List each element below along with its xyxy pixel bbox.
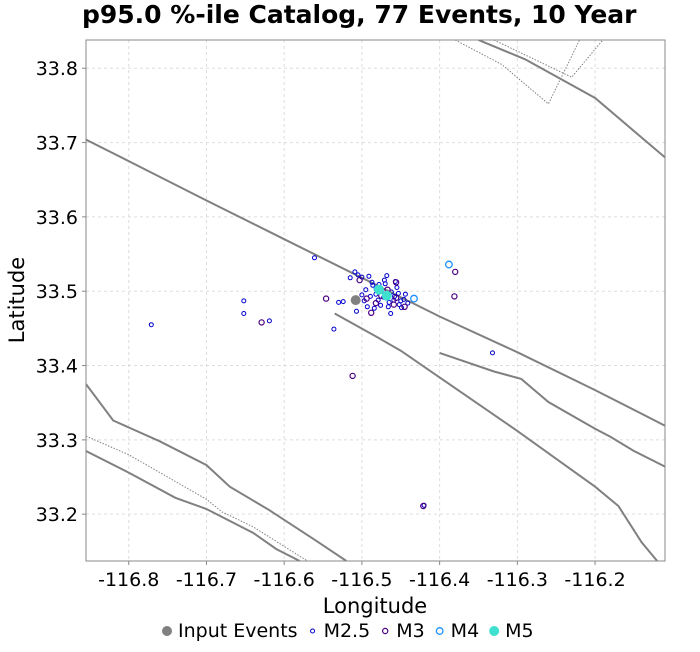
legend-entry: M5 — [505, 620, 533, 642]
m2-5-point — [364, 304, 370, 310]
legend-marker — [489, 626, 500, 636]
m2-5-point — [490, 350, 495, 356]
x-tick-label: -116.3 — [487, 569, 548, 591]
x-tick-label: -116.7 — [176, 569, 237, 591]
m2-5-point — [369, 279, 375, 285]
m2-5-point — [395, 290, 401, 296]
y-axis-ticks: 33.2 33.3 33.4 33.5 33.6 33.7 33.8 — [36, 58, 86, 526]
m2-5-point — [336, 299, 342, 305]
m2-5-point — [394, 285, 400, 290]
fault-line — [86, 138, 665, 427]
legend-entry: M2.5 — [324, 620, 371, 642]
m2-5-point — [352, 269, 358, 275]
chart-title: p95.0 %-ile Catalog, 77 Events, 10 Year — [82, 0, 637, 29]
x-tick-label: -116.4 — [409, 569, 470, 591]
y-tick-label: 33.8 — [36, 58, 78, 80]
fault-line — [86, 435, 308, 561]
m3-point — [390, 301, 397, 308]
x-tick-label: -116.5 — [331, 569, 392, 591]
m5-point — [381, 290, 392, 301]
m3-point — [452, 268, 459, 276]
m3-point — [363, 295, 370, 302]
fault-lines — [86, 40, 665, 561]
m2-5-point — [384, 273, 390, 279]
m3-point — [372, 299, 380, 307]
m2-5-point — [354, 308, 359, 314]
m5-point — [374, 284, 384, 295]
fault-line — [86, 383, 347, 561]
m2-5-point — [385, 304, 391, 310]
legend-marker — [310, 628, 316, 634]
m2-5-point — [378, 302, 384, 308]
m2-5-point — [405, 300, 411, 306]
m2-5-point — [366, 273, 372, 279]
y-tick-label: 33.2 — [36, 504, 78, 526]
m2-5-point — [355, 272, 361, 278]
m2-5-point — [388, 311, 394, 316]
legend-entry: M3 — [396, 620, 424, 642]
fault-line — [493, 40, 604, 78]
m2-5-point — [266, 318, 272, 324]
legend-marker — [162, 626, 172, 636]
legend-marker — [435, 627, 444, 635]
y-tick-label: 33.7 — [36, 133, 78, 155]
m2-5-point — [371, 305, 377, 311]
plot-frame — [85, 39, 666, 562]
m2-5-point — [402, 291, 408, 297]
m2-5-point — [398, 298, 404, 304]
x-tick-label: -116.8 — [98, 569, 159, 591]
x-tick-label: -116.6 — [254, 569, 315, 591]
m3-point — [322, 295, 330, 302]
m2-5-point — [340, 299, 346, 305]
m2-5-point — [370, 282, 376, 288]
m3-point — [258, 319, 265, 326]
m4-point — [410, 294, 418, 303]
m2-5-point — [399, 305, 404, 311]
legend: Input Events M2.5 M3 M4 M5 — [162, 620, 534, 642]
x-axis-label: Longitude — [323, 594, 427, 618]
m3-point — [368, 309, 375, 316]
input-event-point — [350, 295, 361, 306]
legend-entry: M4 — [451, 620, 479, 642]
data-points — [148, 255, 495, 510]
m2-5-point — [359, 292, 365, 298]
m2-5-point — [381, 277, 387, 283]
fault-line — [439, 351, 665, 468]
fault-line — [86, 450, 301, 561]
m3-point — [392, 279, 400, 286]
y-tick-label: 33.4 — [36, 356, 78, 378]
y-axis-label: Latitude — [5, 257, 29, 343]
y-tick-label: 33.3 — [36, 430, 78, 452]
fault-line — [478, 40, 665, 159]
m3-point — [451, 293, 458, 300]
legend-entry: Input Events — [178, 620, 298, 642]
m3-point — [392, 294, 400, 302]
y-tick-label: 33.6 — [36, 207, 78, 229]
m2-5-point — [363, 287, 369, 293]
m3-point — [420, 502, 427, 510]
m2-5-point — [241, 298, 247, 304]
m2-5-point — [241, 311, 247, 316]
m3-point — [356, 276, 363, 284]
x-axis-ticks: -116.8 -116.7 -116.6 -116.5 -116.4 -116.3 -116… — [98, 561, 626, 591]
m3-point — [349, 372, 356, 380]
m2-5-point — [386, 299, 392, 305]
m3-point — [401, 303, 408, 310]
y-tick-label: 33.5 — [36, 281, 78, 303]
fault-line — [334, 312, 658, 561]
m2-5-point — [347, 275, 353, 281]
m4-point — [444, 260, 453, 269]
legend-marker — [381, 627, 389, 635]
m2-5-point — [148, 322, 154, 328]
x-tick-label: -116.2 — [564, 569, 625, 591]
m2-5-point — [312, 255, 317, 261]
m2-5-point — [331, 326, 337, 332]
